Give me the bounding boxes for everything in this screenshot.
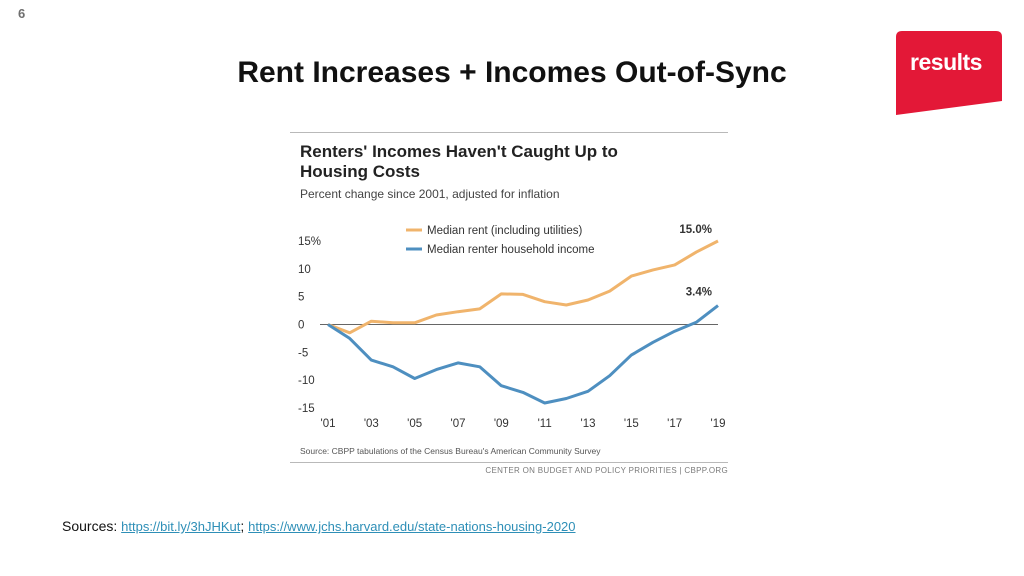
x-tick-label: '15: [624, 418, 639, 430]
x-tick-label: '11: [538, 418, 552, 430]
logo-badge-shape: [896, 31, 1002, 115]
logo-text: results: [910, 49, 982, 75]
end-label-median-rent: 15.0%: [679, 224, 712, 236]
chart-subtitle: Percent change since 2001, adjusted for …: [300, 187, 560, 201]
x-tick-label: '09: [494, 418, 509, 430]
x-tick-label: '07: [451, 418, 466, 430]
series-line-median-income: [327, 304, 719, 405]
y-tick-label: 10: [298, 264, 311, 276]
sources-separator: ;: [240, 518, 249, 534]
x-tick-label: '05: [407, 418, 422, 430]
results-logo: results: [896, 31, 1002, 115]
chart-bottom-divider: [290, 462, 728, 463]
x-tick-label: '17: [667, 418, 682, 430]
chart-image: Renters' Incomes Haven't Caught Up to Ho…: [290, 120, 730, 480]
x-tick-label: '03: [364, 418, 379, 430]
chart-title-line-2: Housing Costs: [300, 162, 420, 181]
chart-top-divider: [290, 132, 728, 133]
chart-source-note: Source: CBPP tabulations of the Census B…: [300, 446, 601, 456]
y-tick-label: -5: [298, 347, 308, 359]
y-tick-label: -10: [298, 375, 315, 387]
source-link-bitly[interactable]: https://bit.ly/3hJHKut: [121, 519, 241, 534]
sources-line: Sources: https://bit.ly/3hJHKut; https:/…: [62, 516, 622, 537]
x-tick-label: '01: [321, 418, 336, 430]
source-link-jchs[interactable]: https://www.jchs.harvard.edu/state-natio…: [248, 519, 576, 534]
y-tick-label: -15: [298, 403, 315, 415]
slide-number: 6: [18, 6, 26, 21]
end-label-median-income: 3.4%: [686, 287, 712, 299]
y-tick-label: 5: [298, 292, 304, 304]
chart-credit: CENTER ON BUDGET AND POLICY PRIORITIES |…: [485, 466, 728, 475]
x-tick-label: '19: [711, 418, 726, 430]
chart-title-line-1: Renters' Incomes Haven't Caught Up to: [300, 142, 618, 161]
legend-label-rent: Median rent (including utilities): [427, 225, 582, 237]
slide-title: Rent Increases + Incomes Out-of-Sync: [237, 56, 787, 89]
y-tick-label: 0: [298, 320, 304, 332]
series-line-median-rent: [327, 239, 719, 335]
chart-legend: Median rent (including utilities) Median…: [406, 225, 595, 256]
legend-label-income: Median renter household income: [427, 244, 595, 256]
sources-prefix: Sources:: [62, 518, 122, 534]
chart-title: Renters' Incomes Haven't Caught Up to Ho…: [300, 142, 700, 182]
y-tick-label: 15%: [298, 236, 321, 248]
x-tick-label: '13: [581, 418, 596, 430]
line-chart: 15% 10 5 0 -5 -10 -15 '01 '03 '05 '07 '09 '11 '13 '15 '…: [298, 224, 726, 430]
